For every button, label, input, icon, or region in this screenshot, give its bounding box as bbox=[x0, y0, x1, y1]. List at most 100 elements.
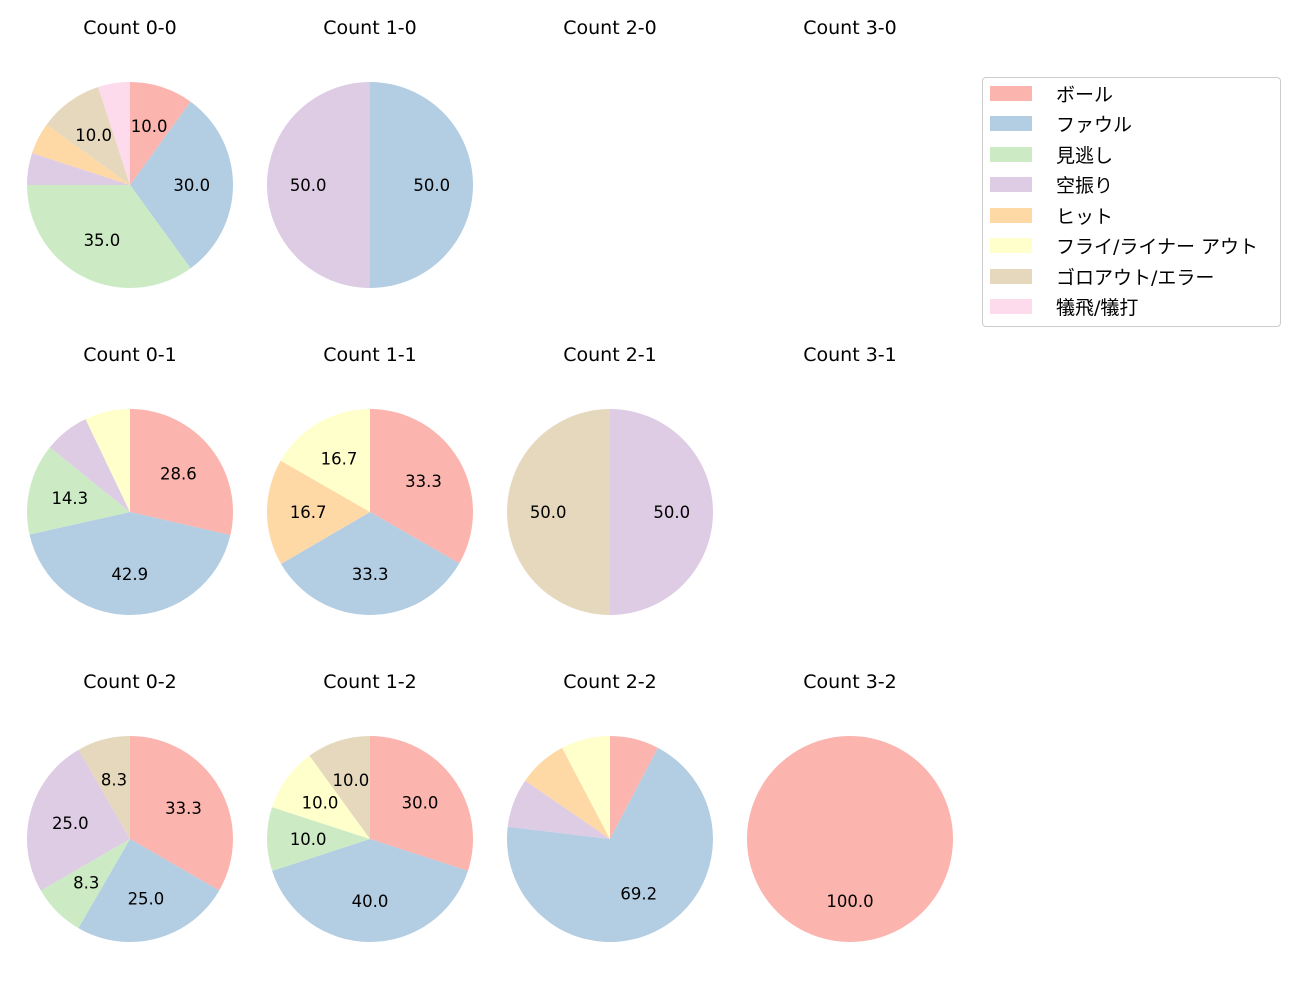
pie-title: Count 1-1 bbox=[323, 344, 417, 366]
slice-label: 40.0 bbox=[352, 892, 389, 911]
slice-label: 10.0 bbox=[333, 771, 370, 790]
slice-label: 35.0 bbox=[84, 231, 121, 250]
pie-slice-2 bbox=[130, 101, 233, 269]
pie-slice-1 bbox=[130, 82, 191, 185]
pie-title: Count 2-0 bbox=[563, 17, 657, 39]
pie-slice-6 bbox=[562, 736, 610, 839]
legend-label: フライ/ライナー アウト bbox=[1056, 236, 1259, 258]
legend-item: 犠飛/犠打 bbox=[990, 295, 1138, 319]
pie-title: Count 1-2 bbox=[323, 671, 417, 693]
legend-swatch bbox=[990, 146, 1032, 162]
pie-slice-2 bbox=[507, 747, 713, 942]
pie-slice-6 bbox=[272, 755, 370, 839]
pie-slice-3 bbox=[267, 807, 370, 871]
legend-label: ゴロアウト/エラー bbox=[1056, 266, 1215, 289]
pie-slice-5 bbox=[525, 747, 610, 839]
pie-slice-6 bbox=[280, 409, 370, 512]
slice-label: 8.3 bbox=[101, 770, 127, 789]
slice-label: 10.0 bbox=[75, 126, 112, 145]
slice-label: 100.0 bbox=[826, 892, 873, 911]
pie-slice-1 bbox=[370, 736, 474, 871]
legend-item: ファウル bbox=[990, 112, 1132, 136]
pie-slice-2 bbox=[281, 512, 460, 615]
slice-label: 50.0 bbox=[290, 176, 327, 195]
pie-slice-3 bbox=[27, 447, 131, 535]
legend-swatch bbox=[990, 238, 1032, 253]
pie-title: Count 3-1 bbox=[803, 344, 897, 366]
legend-label: 犠飛/犠打 bbox=[1056, 297, 1139, 319]
slice-label: 42.9 bbox=[111, 565, 148, 584]
pie-slice-3 bbox=[40, 839, 130, 929]
slice-label: 10.0 bbox=[302, 794, 339, 813]
pie-slice-2 bbox=[370, 82, 473, 288]
slice-label: 25.0 bbox=[128, 890, 165, 909]
legend-label: ヒット bbox=[1056, 205, 1114, 228]
pie-slice-3 bbox=[27, 185, 191, 288]
pie-slice-7 bbox=[309, 736, 370, 839]
pie-slice-8 bbox=[98, 82, 130, 185]
slice-label: 30.0 bbox=[402, 794, 439, 813]
pie-slice-5 bbox=[267, 460, 370, 564]
legend-swatch bbox=[990, 299, 1032, 314]
pie-title: Count 3-2 bbox=[803, 671, 897, 693]
pie-slice-4 bbox=[27, 749, 130, 891]
pie-slice-5 bbox=[32, 124, 130, 185]
slice-label: 50.0 bbox=[653, 503, 690, 522]
legend-swatch bbox=[990, 268, 1032, 284]
pie-title: Count 0-1 bbox=[83, 344, 177, 366]
slice-label: 30.0 bbox=[173, 176, 210, 195]
slice-label: 10.0 bbox=[131, 117, 168, 136]
legend-swatch bbox=[990, 116, 1032, 131]
pie-title: Count 0-2 bbox=[83, 671, 177, 693]
pie-slice-1 bbox=[610, 736, 658, 839]
slice-label: 10.0 bbox=[290, 830, 327, 849]
legend-item: 見逃し bbox=[990, 142, 1114, 167]
legend-label: 空振り bbox=[1056, 175, 1114, 197]
pie-slice-2 bbox=[29, 512, 231, 616]
legend-swatch bbox=[990, 207, 1032, 223]
legend-item: ヒット bbox=[990, 203, 1114, 228]
legend: ボールファウル見逃し空振りヒットフライ/ライナー アウト ゴロアウト/エラー 犠飛/… bbox=[982, 77, 1281, 327]
pie-slice-1 bbox=[130, 409, 234, 536]
slice-label: 16.7 bbox=[290, 503, 327, 522]
legend-item: 空振り bbox=[990, 173, 1113, 197]
slice-label: 50.0 bbox=[530, 503, 567, 522]
slice-label: 25.0 bbox=[52, 814, 89, 833]
pie-slice-1 bbox=[747, 736, 953, 942]
legend-item: ゴロアウト/エラー bbox=[990, 264, 1215, 289]
pie-slice-2 bbox=[272, 839, 468, 943]
legend-label: ファウル bbox=[1056, 114, 1133, 136]
pie-slice-1 bbox=[370, 409, 473, 564]
legend-label: ボール bbox=[1056, 83, 1114, 106]
legend-item: フライ/ライナー アウト bbox=[990, 234, 1258, 258]
pie-slice-2 bbox=[78, 839, 220, 942]
pie-title: Count 1-0 bbox=[323, 17, 417, 39]
slice-label: 33.3 bbox=[405, 472, 442, 491]
legend-label: 見逃し bbox=[1056, 144, 1114, 167]
legend-swatch bbox=[990, 177, 1032, 192]
pie-slice-6 bbox=[85, 409, 130, 512]
pie-slice-4 bbox=[610, 409, 713, 615]
legend-item: ボール bbox=[990, 81, 1114, 106]
slice-label: 50.0 bbox=[413, 176, 450, 195]
pie-title: Count 0-0 bbox=[83, 17, 177, 39]
slice-label: 33.3 bbox=[165, 799, 202, 818]
pie-slice-4 bbox=[27, 153, 130, 185]
pie-slice-7 bbox=[78, 736, 130, 839]
pie-slice-4 bbox=[507, 780, 610, 839]
slice-label: 69.2 bbox=[620, 885, 657, 904]
slice-label: 8.3 bbox=[73, 874, 99, 893]
slice-label: 14.3 bbox=[51, 489, 88, 508]
legend-swatch bbox=[990, 85, 1032, 101]
pie-slice-7 bbox=[507, 409, 610, 615]
slice-label: 16.7 bbox=[321, 450, 358, 469]
pie-title: Count 3-0 bbox=[803, 17, 897, 39]
pie-slice-7 bbox=[46, 87, 130, 185]
slice-label: 33.3 bbox=[352, 565, 389, 584]
pie-slice-1 bbox=[130, 736, 233, 891]
pie-slice-4 bbox=[49, 419, 130, 512]
slice-label: 28.6 bbox=[160, 465, 197, 484]
pie-title: Count 2-1 bbox=[563, 344, 657, 366]
pie-slice-4 bbox=[267, 82, 370, 288]
